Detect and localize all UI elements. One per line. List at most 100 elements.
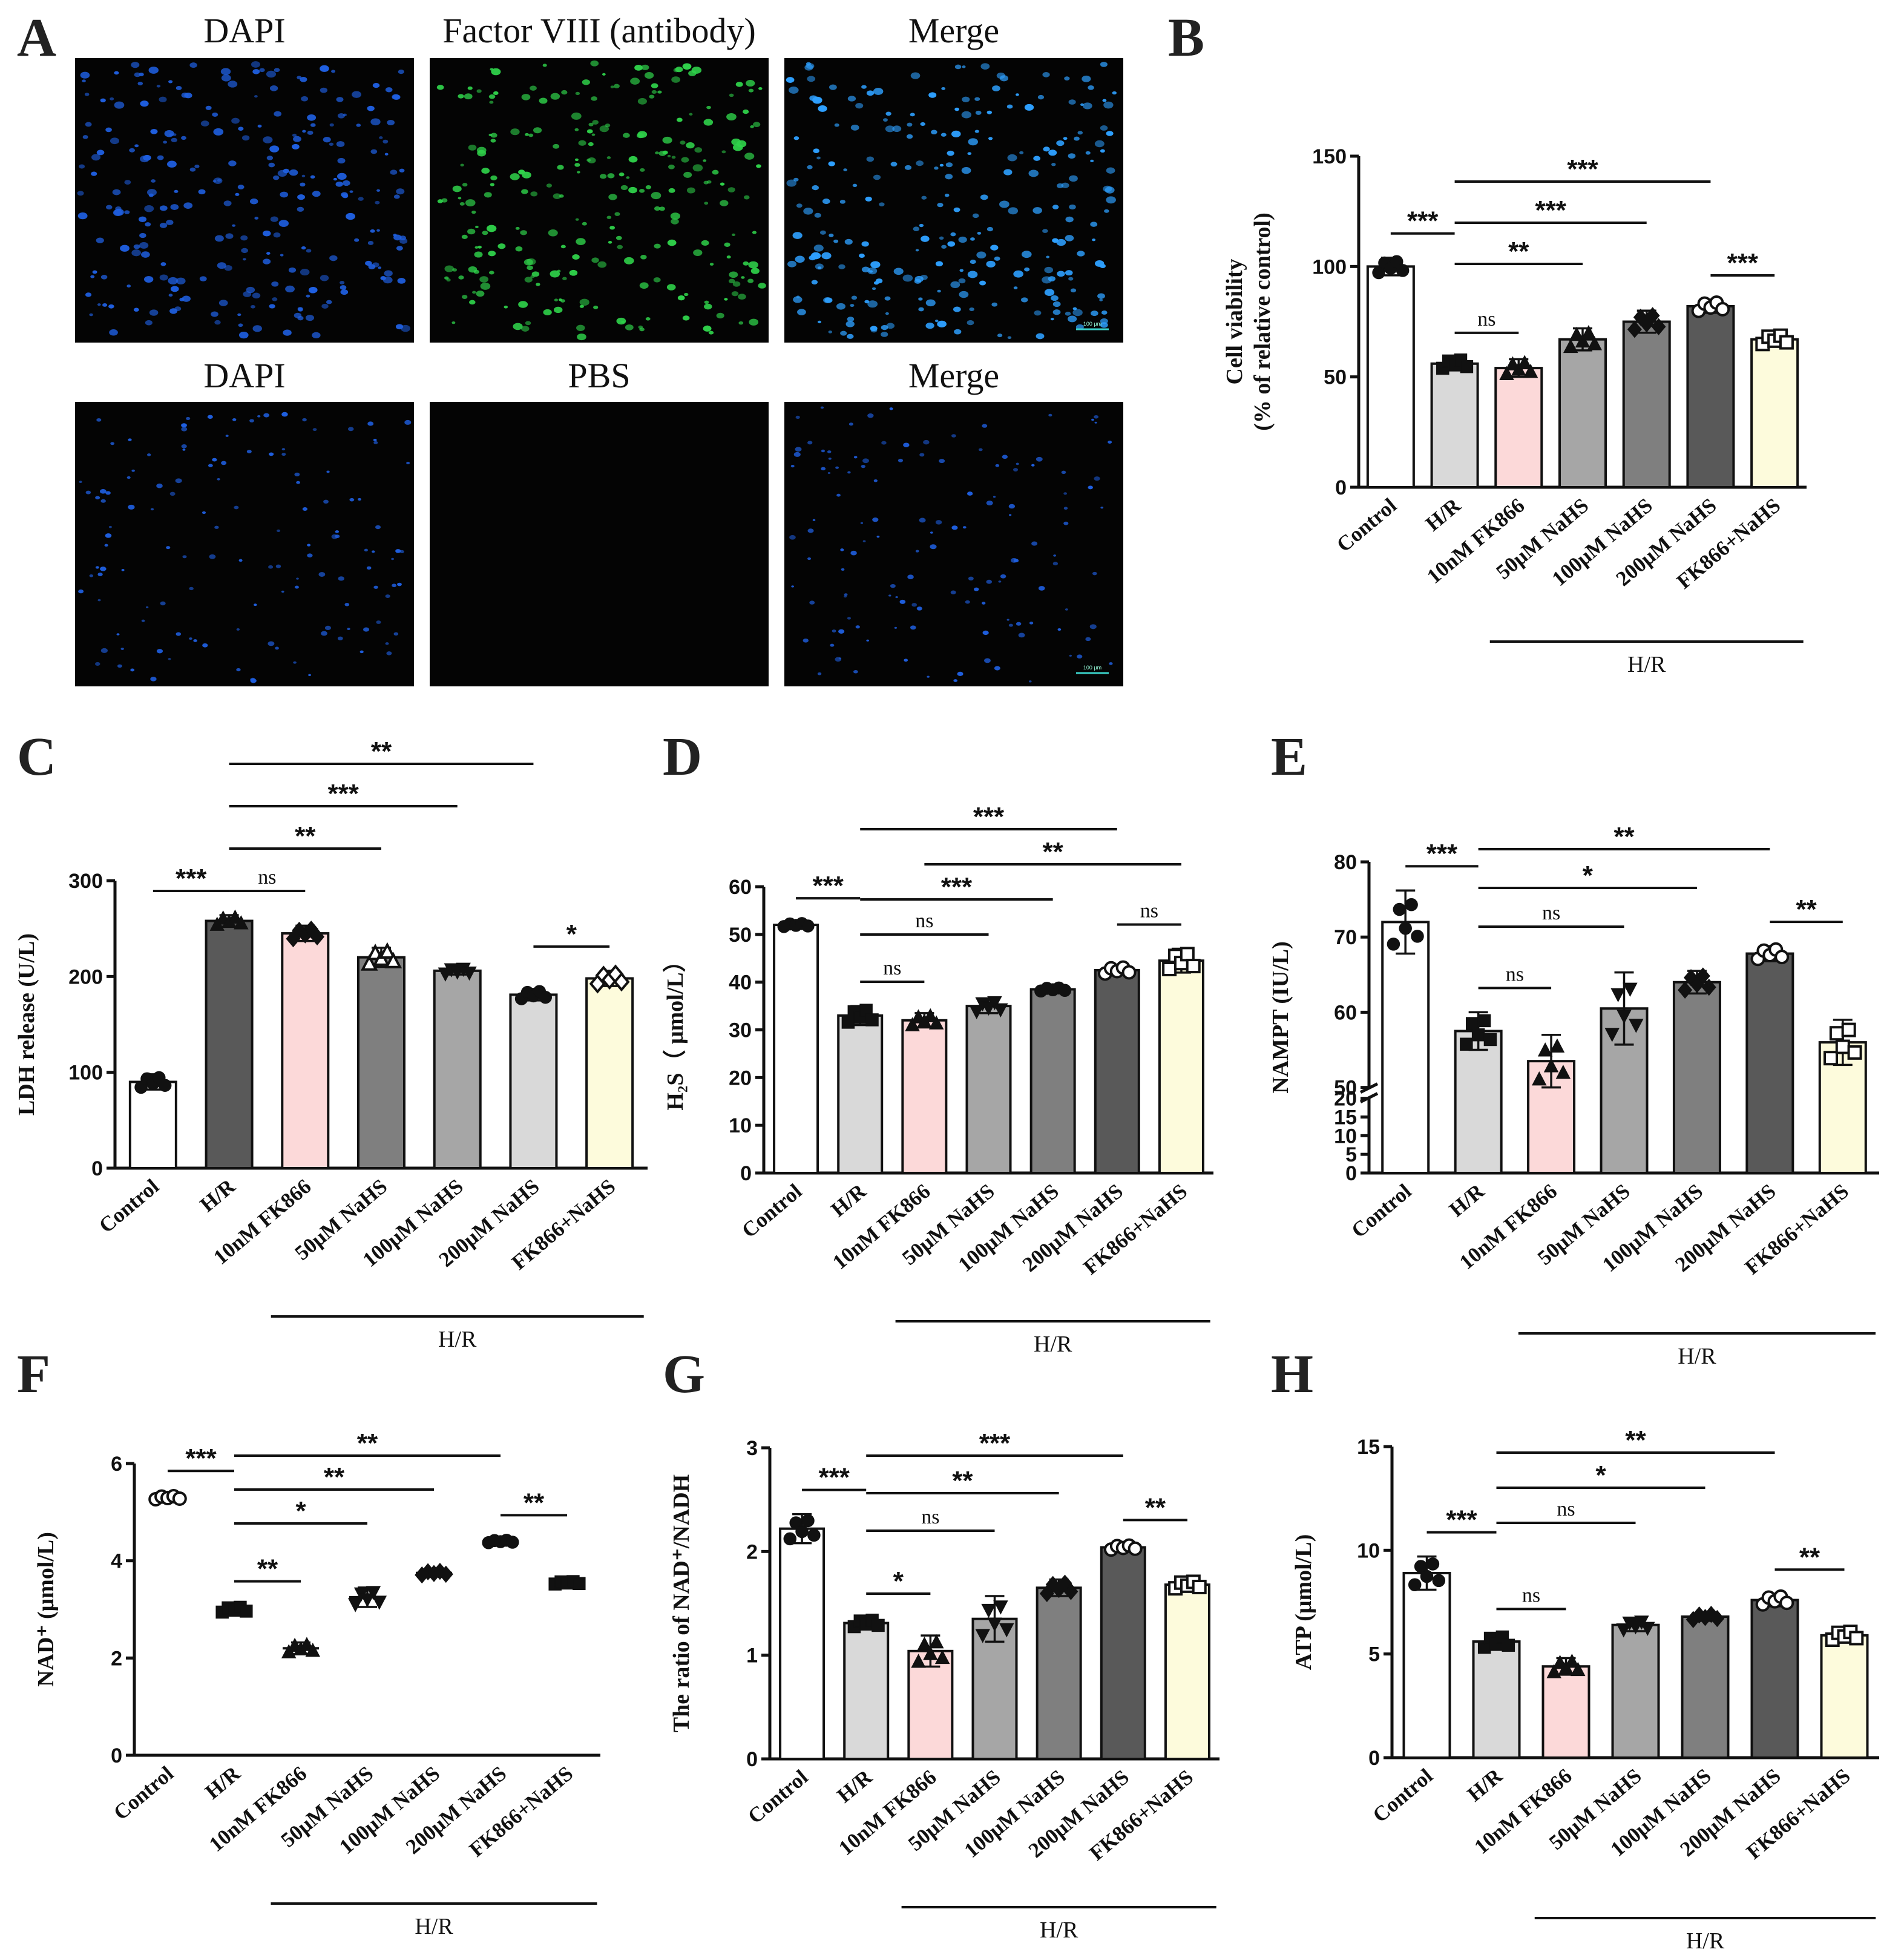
cell-nucleus-dot (105, 127, 112, 133)
bar (585, 977, 634, 1169)
cell-nucleus-dot (164, 130, 174, 137)
cell-nucleus-dot (575, 91, 580, 96)
cell-nucleus-dot (530, 275, 535, 278)
cell-nucleus-dot (600, 174, 607, 179)
data-point (1399, 922, 1412, 935)
cell-nucleus-dot (269, 85, 278, 91)
cell-nucleus-dot (340, 281, 345, 284)
cell-nucleus-dot (121, 569, 125, 571)
cell-nucleus-dot (270, 216, 278, 222)
cell-nucleus-dot (911, 603, 918, 607)
cell-nucleus-dot (834, 123, 839, 127)
bar (843, 1622, 890, 1760)
data-point (1779, 335, 1794, 350)
cell-nucleus-dot (861, 241, 869, 247)
cell-nucleus-dot (497, 243, 506, 249)
cell-nucleus-dot (671, 218, 679, 225)
cell-nucleus-dot (293, 661, 297, 664)
cell-nucleus-dot (624, 257, 634, 264)
cell-nucleus-dot (1020, 297, 1028, 303)
cell-nucleus-dot (1007, 336, 1012, 340)
cell-nucleus-dot (562, 277, 567, 280)
cell-nucleus-dot (1065, 311, 1071, 316)
y-tick-label: 300 (68, 870, 103, 893)
cell-nucleus-dot (465, 199, 476, 206)
cell-nucleus-dot (170, 286, 179, 292)
cell-nucleus-dot (829, 233, 834, 237)
bar (1158, 959, 1204, 1174)
cell-nucleus-dot (168, 294, 173, 297)
cell-nucleus-dot (1104, 209, 1109, 213)
cell-nucleus-dot (251, 61, 260, 68)
y-axis-label: NAD⁺ (μmol/L) (33, 1532, 59, 1687)
cell-nucleus-dot (464, 93, 473, 100)
cell-nucleus-dot (1063, 137, 1068, 140)
cell-nucleus-dot (202, 511, 206, 514)
cell-nucleus-dot (533, 127, 542, 134)
cell-nucleus-dot (1100, 125, 1108, 131)
cell-nucleus-dot (916, 160, 924, 166)
cell-nucleus-dot (703, 325, 712, 332)
significance-label: ns (883, 957, 901, 979)
cell-nucleus-dot (205, 105, 212, 110)
data-point (1849, 1631, 1864, 1646)
cell-nucleus-dot (246, 450, 252, 453)
cell-nucleus-dot (986, 110, 993, 114)
cell-nucleus-dot (822, 198, 830, 205)
significance-label: ** (1799, 1542, 1820, 1572)
data-point (1471, 1028, 1485, 1042)
cell-nucleus-dot (954, 64, 962, 70)
cell-nucleus-dot (160, 262, 166, 266)
cell-nucleus-dot (217, 478, 220, 481)
cell-nucleus-dot (934, 320, 939, 323)
significance-label: *** (973, 802, 1005, 832)
cell-nucleus-dot (637, 97, 647, 105)
data-point (573, 1577, 586, 1591)
cell-nucleus-dot (1099, 298, 1103, 301)
cell-nucleus-dot (693, 249, 703, 256)
cell-nucleus-dot (592, 120, 599, 125)
cell-nucleus-dot (873, 88, 884, 95)
cell-nucleus-dot (838, 629, 845, 634)
data-point (1180, 947, 1195, 962)
cell-nucleus-dot (89, 574, 94, 577)
cell-nucleus-dot (1063, 507, 1068, 510)
significance-label: * (1583, 861, 1594, 890)
cell-nucleus-dot (234, 505, 239, 510)
data-point (1829, 1026, 1844, 1041)
bar (1750, 338, 1799, 488)
data-point (613, 972, 630, 992)
cell-nucleus-dot (96, 418, 102, 422)
cell-nucleus-dot (349, 498, 355, 502)
x-category-label: H/R (1445, 1179, 1489, 1221)
cell-nucleus-dot (283, 168, 289, 174)
cell-nucleus-dot (228, 160, 237, 166)
cell-nucleus-dot (855, 625, 860, 629)
cell-nucleus-dot (297, 206, 304, 212)
cell-nucleus-dot (243, 291, 252, 297)
cell-nucleus-dot (743, 195, 750, 200)
cell-nucleus-dot (124, 210, 130, 214)
cell-nucleus-dot (582, 79, 590, 85)
group-label: H/R (1040, 1917, 1078, 1943)
cell-nucleus-dot (404, 419, 412, 425)
data-point (1629, 1019, 1644, 1033)
y-tick-label: 0 (111, 1744, 122, 1767)
cell-nucleus-dot (587, 157, 596, 163)
x-category-label: Control (94, 1174, 163, 1238)
cell-nucleus-dot (941, 133, 947, 137)
micrograph-title: DAPI (203, 356, 285, 395)
cell-nucleus-dot (342, 180, 350, 186)
cell-nucleus-dot (1050, 318, 1054, 321)
cell-nucleus-dot (997, 334, 1003, 338)
cell-nucleus-dot (273, 232, 281, 238)
bar (1672, 981, 1721, 1174)
cell-nucleus-dot (817, 672, 822, 675)
cell-nucleus-dot (655, 151, 659, 155)
significance-label: ns (258, 866, 276, 889)
significance-label: ns (1522, 1584, 1540, 1606)
significance-label: * (1595, 1460, 1606, 1490)
data-point (234, 915, 249, 930)
cell-nucleus-dot (194, 164, 200, 168)
